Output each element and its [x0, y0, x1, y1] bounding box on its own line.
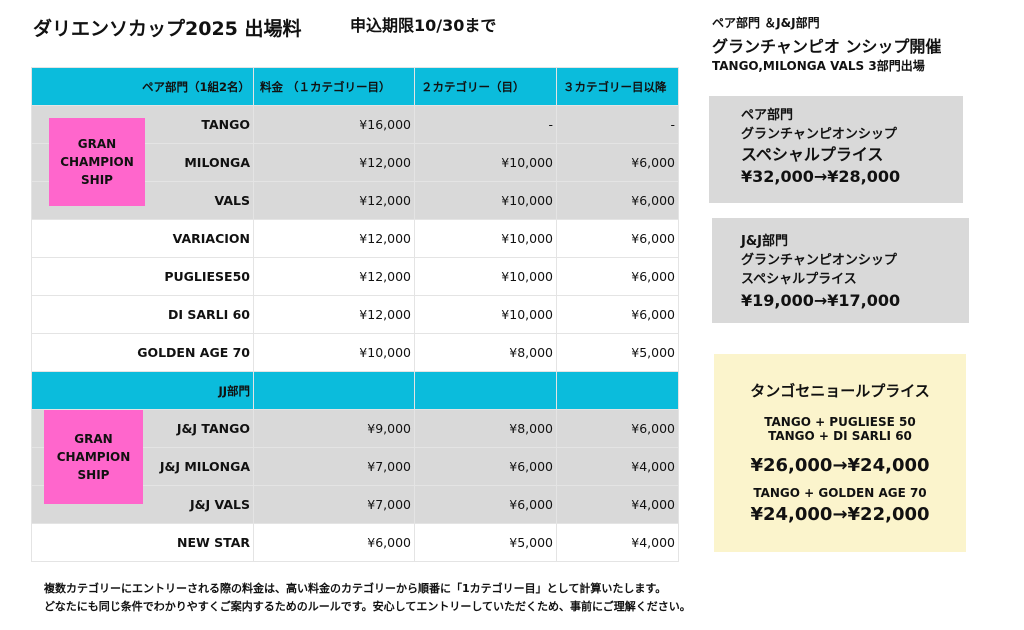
table-cell: ¥10,000: [414, 181, 557, 220]
note-2: どなたにも同じ条件でわかりやすくご案内するためのルールです。安心してエントリーし…: [44, 600, 691, 613]
table-cell: ¥6,000: [556, 181, 679, 220]
pair-special-box: ペア部門 グランチャンピオンシップ スペシャルプライス ¥32,000→¥28,0…: [709, 96, 963, 203]
table-cell: ¥12,000: [253, 181, 415, 220]
table-cell: ペア部門（1組2名）: [31, 67, 254, 106]
table-cell: ¥4,000: [556, 523, 679, 562]
table-cell: ¥6,000: [556, 409, 679, 448]
table-cell: ¥7,000: [253, 447, 415, 486]
table-cell: ¥7,000: [253, 485, 415, 524]
table-cell: ¥9,000: [253, 409, 415, 448]
table-row: GOLDEN AGE 70 ¥10,000 ¥8,000 ¥5,000: [31, 333, 679, 372]
tango-senor-box: タンゴセニョールプライス TANGO + PUGLIESE 50 TANGO +…: [714, 354, 966, 552]
table-cell: JJ部門: [31, 371, 254, 410]
table-cell: ２カテゴリー（目）: [414, 67, 557, 106]
right-subtitle: ペア部門 ＆J&J部門: [712, 16, 820, 30]
table-cell: ¥6,000: [414, 485, 557, 524]
table-cell: ¥10,000: [414, 219, 557, 258]
table-cell: ¥12,000: [253, 143, 415, 182]
table-cell: ¥10,000: [414, 257, 557, 296]
deadline: 申込期限10/30まで: [350, 16, 497, 35]
table-cell: ¥5,000: [414, 523, 557, 562]
table-cell: [414, 371, 557, 410]
grand-champion-badge-jj: GRAN CHAMPION SHIP: [44, 410, 143, 504]
table-cell: ¥6,000: [556, 219, 679, 258]
table-row: VALS ¥12,000 ¥10,000 ¥6,000: [31, 181, 679, 220]
table-cell: ¥6,000: [556, 257, 679, 296]
table-cell: ¥12,000: [253, 219, 415, 258]
table-cell: PUGLIESE50: [31, 257, 254, 296]
table-row: PUGLIESE50 ¥12,000 ¥10,000 ¥6,000: [31, 257, 679, 296]
table-cell: ¥6,000: [556, 143, 679, 182]
table-cell: ¥16,000: [253, 105, 415, 144]
table-cell: -: [556, 105, 679, 144]
jj-header-row: JJ部門: [31, 371, 679, 410]
table-cell: ¥6,000: [253, 523, 415, 562]
table-cell: ¥10,000: [414, 295, 557, 334]
table-cell: ¥8,000: [414, 409, 557, 448]
table-cell: ¥12,000: [253, 295, 415, 334]
table-cell: ¥8,000: [414, 333, 557, 372]
note-1: 複数カテゴリーにエントリーされる際の料金は、高い料金のカテゴリーから順番に「1カ…: [44, 582, 667, 595]
table-cell: ¥12,000: [253, 257, 415, 296]
right-caption: TANGO,MILONGA VALS 3部門出場: [712, 59, 925, 73]
table-header-row: ペア部門（1組2名） 料金 （１カテゴリー目） ２カテゴリー（目） ３カテゴリー目以降: [31, 67, 679, 106]
table-cell: ¥4,000: [556, 485, 679, 524]
table-row: NEW STAR ¥6,000 ¥5,000 ¥4,000: [31, 523, 679, 562]
table-cell: GOLDEN AGE 70: [31, 333, 254, 372]
page-title: ダリエンソカップ2025 出場料: [33, 18, 302, 40]
grand-champion-badge-pair: GRAN CHAMPION SHIP: [49, 118, 145, 206]
table-cell: ３カテゴリー目以降: [556, 67, 679, 106]
table-cell: NEW STAR: [31, 523, 254, 562]
table-cell: ¥10,000: [414, 143, 557, 182]
table-row: VARIACION ¥12,000 ¥10,000 ¥6,000: [31, 219, 679, 258]
table-cell: [556, 371, 679, 410]
jj-special-box: J&J部門 グランチャンピオンシップ スペシャルプライス ¥19,000→¥17,0…: [712, 218, 969, 323]
table-cell: ¥4,000: [556, 447, 679, 486]
table-cell: ¥10,000: [253, 333, 415, 372]
table-cell: VARIACION: [31, 219, 254, 258]
table-cell: ¥6,000: [556, 295, 679, 334]
right-title: グランチャンピオ ンシップ開催: [712, 37, 942, 56]
table-cell: ¥5,000: [556, 333, 679, 372]
table-cell: -: [414, 105, 557, 144]
table-cell: DI SARLI 60: [31, 295, 254, 334]
table-cell: [253, 371, 415, 410]
table-row: DI SARLI 60 ¥12,000 ¥10,000 ¥6,000: [31, 295, 679, 334]
table-cell: ¥6,000: [414, 447, 557, 486]
table-cell: 料金 （１カテゴリー目）: [253, 67, 415, 106]
